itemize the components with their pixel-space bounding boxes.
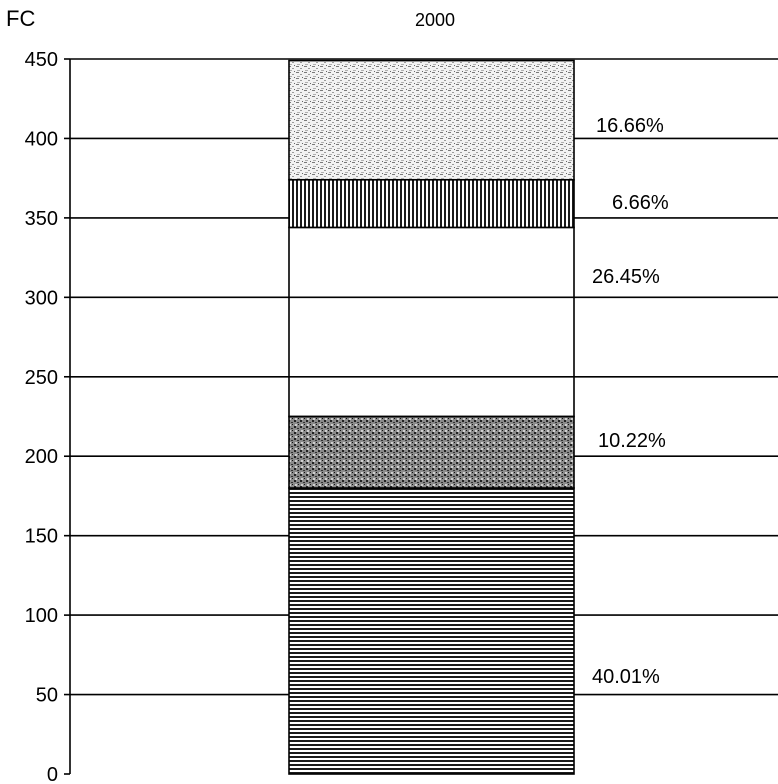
segment-label: 6.66% (612, 192, 669, 214)
segment-label: 26.45% (592, 266, 660, 288)
segment-label: 16.66% (596, 115, 664, 137)
y-tick-label: 250 (25, 367, 58, 389)
y-tick-label: 300 (25, 287, 58, 309)
segment-label: 40.01% (592, 666, 660, 688)
y-tick-label: 450 (25, 49, 58, 71)
bar-segment-dark-speckle (288, 415, 575, 489)
segment-label: 10.22% (598, 430, 666, 452)
y-tick-label: 350 (25, 208, 58, 230)
grid-lines (70, 58, 778, 696)
bar-segment-light-speckle (288, 59, 575, 181)
y-tick-label: 100 (25, 605, 58, 627)
y-tick-label: 0 (47, 764, 58, 784)
bar-segment-vertical-lines (288, 178, 575, 229)
y-tick-label: 150 (25, 526, 58, 548)
y-tick-label: 200 (25, 446, 58, 468)
bar-segment-horizontal-lines (288, 487, 575, 775)
chart-title: 2000 (415, 10, 455, 30)
bar-stack (288, 59, 575, 775)
y-axis-title: FC (6, 6, 35, 31)
y-axis: 0 50 100 150 200 250 300 350 400 450 (25, 49, 71, 784)
bar-segment-solid-black (288, 226, 575, 418)
segment-labels: 40.01% 10.22% 26.45% 6.66% 16.66% (592, 115, 669, 688)
y-tick-label: 400 (25, 128, 58, 150)
y-tick-label: 50 (36, 685, 58, 707)
